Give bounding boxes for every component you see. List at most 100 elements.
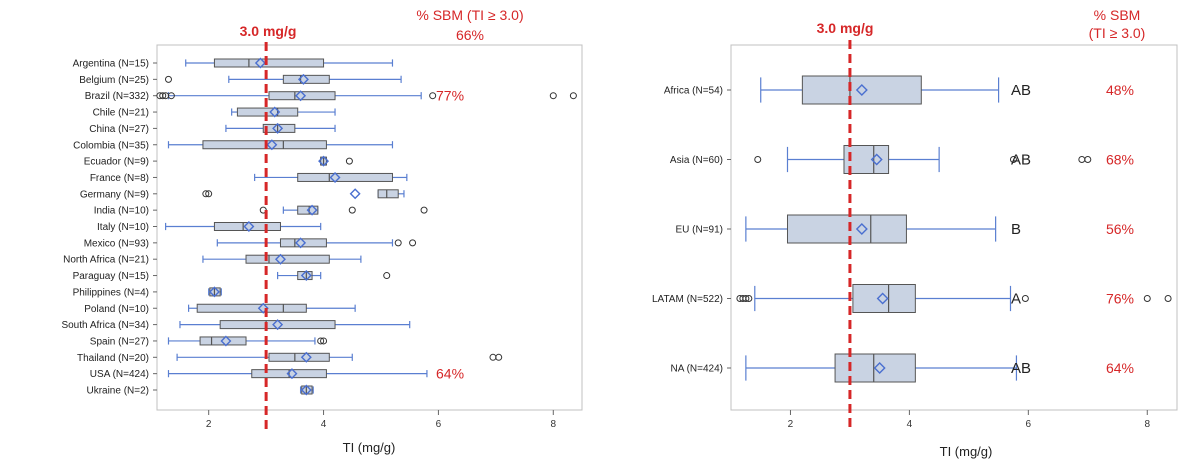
x-tick-label: 2 — [788, 419, 794, 430]
category-label: Asia (N=60) — [670, 155, 723, 166]
category-label: Argentina (N=15) — [73, 59, 149, 70]
category-label: France (N=8) — [90, 173, 149, 184]
group-letter: AB — [1011, 152, 1031, 169]
percent-label: 56% — [1106, 221, 1134, 237]
x-tick-label: 8 — [1144, 419, 1150, 430]
mean-marker — [295, 90, 307, 102]
category-label: India (N=10) — [94, 206, 149, 217]
right-x-axis-title: TI (mg/g) — [940, 444, 993, 459]
category-label: Chile (N=21) — [93, 108, 149, 119]
outlier-point — [164, 75, 172, 83]
mean-marker — [257, 302, 269, 314]
mean-marker — [272, 319, 284, 331]
mean-marker — [873, 362, 886, 374]
box — [279, 238, 327, 248]
left-marks: 2 4 6 8 Argentina (N=15) Belgium (N=25) Brazil… — [61, 42, 577, 430]
box — [245, 254, 330, 264]
outlier-point — [383, 272, 391, 280]
category-label: USA (N=424) — [90, 369, 149, 380]
category-label: Belgium (N=25) — [79, 75, 149, 86]
outlier-point — [202, 190, 210, 198]
x-tick-label: 6 — [1026, 419, 1032, 430]
category-label: China (N=27) — [89, 124, 149, 135]
x-tick-label: 4 — [321, 419, 327, 430]
mean-marker — [295, 237, 307, 249]
mean-marker — [286, 368, 298, 380]
mean-marker — [329, 171, 341, 183]
mean-marker — [870, 153, 883, 166]
mean-marker — [243, 221, 255, 232]
percent-annotation: 77% — [436, 88, 464, 104]
outlier-point — [549, 92, 557, 100]
mean-marker — [300, 270, 312, 282]
mean-marker — [274, 253, 286, 265]
mean-marker — [269, 106, 281, 118]
left-header-line1: % SBM (TI ≥ 3.0) — [416, 7, 523, 23]
mean-marker — [272, 122, 284, 134]
outlier-point — [569, 92, 577, 100]
group-letter: B — [1011, 221, 1021, 238]
percent-label: 76% — [1106, 291, 1134, 307]
group-letter: AB — [1011, 360, 1031, 377]
mean-marker — [266, 139, 278, 151]
category-label: Germany (N=9) — [80, 189, 149, 200]
category-label: Africa (N=54) — [664, 86, 723, 97]
mean-marker — [297, 73, 309, 85]
category-label: Spain (N=27) — [90, 336, 149, 347]
percent-label: 48% — [1106, 82, 1134, 98]
category-label: NA (N=424) — [670, 364, 723, 375]
outlier-point — [429, 92, 437, 100]
outlier-point — [1143, 295, 1151, 302]
left-x-axis-title: TI (mg/g) — [343, 440, 396, 455]
outlier-point — [317, 337, 325, 345]
category-label: Philippines (N=4) — [73, 287, 149, 298]
outlier-point — [348, 206, 356, 214]
category-label: South Africa (N=34) — [61, 320, 149, 331]
percent-label: 68% — [1106, 152, 1134, 168]
mean-marker — [855, 84, 868, 96]
category-label: North Africa (N=21) — [63, 255, 149, 266]
mean-marker — [220, 335, 232, 347]
mean-marker — [349, 188, 361, 200]
right-chart: 3.0 mg/g % SBM (TI ≥ 3.0) 2 4 6 8 Africa (N=… — [652, 7, 1178, 459]
outlier-point — [745, 295, 753, 302]
mean-marker — [208, 286, 220, 298]
percent-label: 64% — [1106, 360, 1134, 376]
category-label: Thailand (N=20) — [77, 353, 149, 364]
outlier-point — [394, 239, 402, 247]
x-tick-label: 4 — [907, 419, 913, 430]
outlier-point — [420, 206, 428, 214]
group-letter: AB — [1011, 82, 1031, 99]
category-label: Mexico (N=93) — [84, 238, 149, 249]
category-label: EU (N=91) — [675, 225, 723, 236]
outlier-point — [167, 92, 175, 100]
box — [219, 320, 336, 330]
right-header-line2: (TI ≥ 3.0) — [1089, 25, 1146, 41]
outlier-point — [1164, 295, 1172, 302]
outlier-point — [495, 353, 503, 361]
outlier-point — [1084, 156, 1092, 163]
mean-marker — [318, 155, 330, 167]
mean-marker — [254, 57, 266, 69]
right-header-line1: % SBM — [1094, 7, 1141, 23]
outlier-point — [754, 156, 762, 163]
box — [297, 172, 393, 182]
mean-marker — [300, 351, 312, 363]
box — [282, 74, 330, 84]
category-label: Italy (N=10) — [97, 222, 149, 233]
left-chart: 3.0 mg/g % SBM (TI ≥ 3.0) 66% 2 4 6 8 Argent… — [61, 7, 583, 455]
box — [801, 75, 922, 105]
category-label: Ukraine (N=2) — [86, 386, 149, 397]
outlier-point — [345, 157, 353, 165]
right-marks: 2 4 6 8 Africa (N=54) AB 48% Asia (N=60) AB 68% EU… — [652, 40, 1172, 430]
mean-marker — [300, 384, 312, 396]
percent-annotation: 64% — [436, 366, 464, 382]
outlier-point — [409, 239, 417, 247]
box — [196, 303, 307, 313]
category-label: Brazil (N=332) — [85, 91, 149, 102]
category-label: Colombia (N=35) — [73, 140, 149, 151]
mean-marker — [855, 223, 868, 235]
category-label: Poland (N=10) — [84, 304, 149, 315]
mean-marker — [306, 204, 318, 216]
outlier-point — [159, 92, 167, 100]
